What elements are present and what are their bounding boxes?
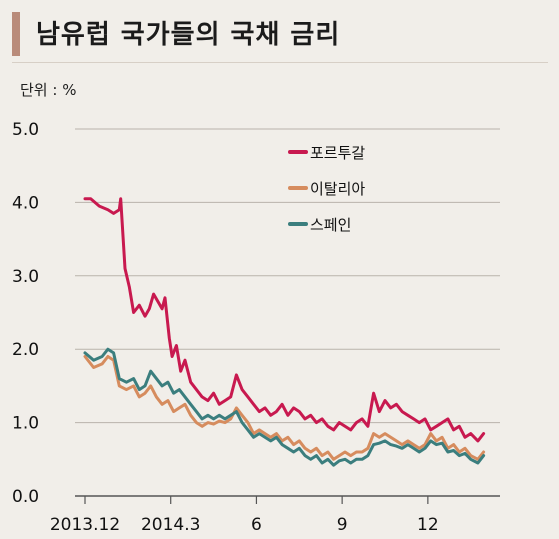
x-tick-label: 2013.12 (50, 515, 120, 535)
y-tick-label: 4.0 (12, 193, 39, 213)
legend-label: 포르투갈 (310, 144, 365, 162)
chart-title: 남유럽 국가들의 국채 금리 (36, 20, 341, 50)
x-tick-label: 6 (251, 515, 262, 535)
y-tick-label: 3.0 (12, 267, 39, 287)
unit-label: 단위 : % (20, 81, 77, 99)
y-tick-label: 0.0 (12, 487, 39, 507)
y-tick-label: 5.0 (12, 120, 39, 140)
legend-label: 이탈리아 (310, 180, 365, 198)
series-line-1 (83, 197, 486, 443)
y-tick-label: 1.0 (12, 414, 39, 434)
x-tick-label: 12 (417, 515, 439, 535)
x-tick-label: 9 (337, 515, 348, 535)
title-divider (12, 62, 548, 63)
title-accent-bar (12, 12, 20, 56)
x-tick-label: 2014.3 (141, 515, 200, 535)
series-line-2 (83, 355, 486, 461)
series-line-3 (83, 347, 486, 467)
y-tick-label: 2.0 (12, 340, 39, 360)
legend-label: 스페인 (310, 216, 351, 234)
